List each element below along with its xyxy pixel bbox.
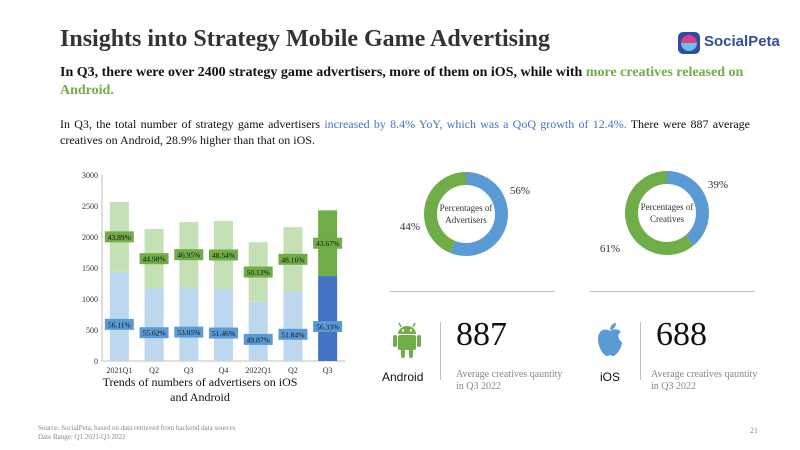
donut-slice <box>424 172 508 256</box>
data-label-bg-ios <box>139 327 169 339</box>
data-label-ios: 56.33% <box>316 323 339 332</box>
bar-ios <box>109 271 129 361</box>
android-divider <box>440 322 441 380</box>
advertisers-bar-chart: 0 500 1000 1500 2000 2500 3000 56.11% 43.89% 2021… <box>82 171 345 375</box>
data-label-android: 43.89% <box>108 233 131 242</box>
data-label-ios: 51.46% <box>212 329 235 338</box>
android-icon <box>393 322 421 358</box>
ios-creatives-desc: Average creatives qauntity in Q3 2022 <box>651 369 758 392</box>
y-tick-label: 1000 <box>82 295 98 304</box>
apple-icon <box>598 323 622 356</box>
y-tick-label: 2000 <box>82 233 98 242</box>
donut-title-line2: Creatives <box>650 214 684 224</box>
chart-caption: Trends of numbers of advertisers on iOS … <box>102 375 298 404</box>
data-label-ios: 53.05% <box>177 328 200 337</box>
source-line: Source: SocialPeta, based on data retrie… <box>38 424 236 432</box>
body-highlight: increased by 8.4% YoY, which was a QoQ g… <box>324 117 627 131</box>
x-tick-label: Q2 <box>149 366 159 375</box>
socialpeta-logo <box>678 32 700 54</box>
bar-ios <box>283 291 303 361</box>
data-label-ios: 51.84% <box>281 330 304 339</box>
logo-text: SocialPeta <box>704 33 780 50</box>
source-note: Source: SocialPeta, based on data retrie… <box>38 424 338 442</box>
x-tick-label: Q4 <box>219 366 229 375</box>
android-creatives-value: 887 <box>456 316 507 353</box>
data-label-bg-ios <box>313 321 343 333</box>
data-label-android: 44.98% <box>143 255 166 264</box>
data-label-bg-ios <box>278 328 308 340</box>
android-label: Android <box>382 370 424 384</box>
y-tick-label: 3000 <box>82 171 98 180</box>
slice-label: 61% <box>600 243 620 255</box>
donut-title-line1: Percentages of <box>641 202 694 212</box>
data-label-bg-ios <box>104 318 134 330</box>
x-tick-label: Q3 <box>184 366 194 375</box>
donut-title-line2: Advertisers <box>445 215 487 225</box>
headline-text: In Q3, there were over 2400 strategy gam… <box>60 65 586 80</box>
data-label-bg-android <box>313 237 343 249</box>
donut-slice <box>625 171 709 255</box>
data-label-bg-android <box>209 249 238 261</box>
y-tick-label: 1500 <box>82 264 98 273</box>
y-tick-label: 2500 <box>82 202 98 211</box>
x-tick-label: 2021Q1 <box>106 366 132 375</box>
data-label-bg-android <box>243 266 273 278</box>
divider-left <box>390 291 555 292</box>
slice-label: 39% <box>708 179 728 191</box>
donut-title-line1: Percentages of <box>440 203 493 213</box>
x-tick-label: Q3 <box>323 366 333 375</box>
bar-ios <box>214 289 233 361</box>
y-tick-label: 500 <box>86 326 98 335</box>
slice-label: 56% <box>510 185 530 197</box>
data-label-ios: 56.11% <box>108 320 131 329</box>
data-label-bg-ios <box>174 326 204 338</box>
data-label-bg-android <box>174 249 204 261</box>
body-text-1: In Q3, the total number of strategy game… <box>60 117 325 131</box>
data-label-bg-android <box>139 253 169 265</box>
body-text-2: There were 887 average creatives on Andr… <box>60 117 750 147</box>
x-tick-label: 2022Q1 <box>245 366 271 375</box>
data-label-android: 48.16% <box>281 255 304 264</box>
page-number: 21 <box>750 426 758 435</box>
bar-ios <box>179 287 199 361</box>
android-creatives-desc: Average creatives qauntity in Q3 2022 <box>456 369 563 392</box>
data-label-bg-ios <box>209 327 238 339</box>
headline-highlight: more creatives released on Android. <box>60 65 744 98</box>
bar-ios <box>248 301 268 361</box>
data-label-bg-android <box>104 231 134 243</box>
data-label-android: 50.13% <box>247 268 270 277</box>
y-tick-label: 0 <box>94 357 98 366</box>
data-label-android: 48.54% <box>212 251 235 260</box>
ios-creatives-value: 688 <box>656 316 707 353</box>
bar-ios <box>318 276 338 361</box>
data-label-ios: 55.02% <box>143 329 166 338</box>
page-title: Insights into Strategy Mobile Game Adver… <box>60 26 550 52</box>
data-label-ios: 49.87% <box>247 335 270 344</box>
data-label-android: 43.67% <box>316 239 339 248</box>
ios-label: iOS <box>600 370 621 384</box>
divider-right <box>590 291 755 292</box>
data-label-bg-ios <box>243 333 273 345</box>
x-tick-label: Q2 <box>288 366 298 375</box>
headline: In Q3, there were over 2400 strategy gam… <box>60 64 750 100</box>
date-range-line: Date Range: Q1 2021-Q3 2022 <box>38 433 126 441</box>
advertisers-donut-chart: 56% 44% Percentages of Advertisers <box>400 172 530 256</box>
data-label-android: 46.95% <box>177 251 200 260</box>
bar-ios <box>144 288 164 361</box>
ios-divider <box>640 322 641 380</box>
data-label-bg-android <box>278 253 308 265</box>
slice-label: 44% <box>400 221 420 233</box>
creatives-donut-chart: 39% 61% Percentages of Creatives <box>600 171 728 255</box>
body-paragraph: In Q3, the total number of strategy game… <box>60 116 750 148</box>
